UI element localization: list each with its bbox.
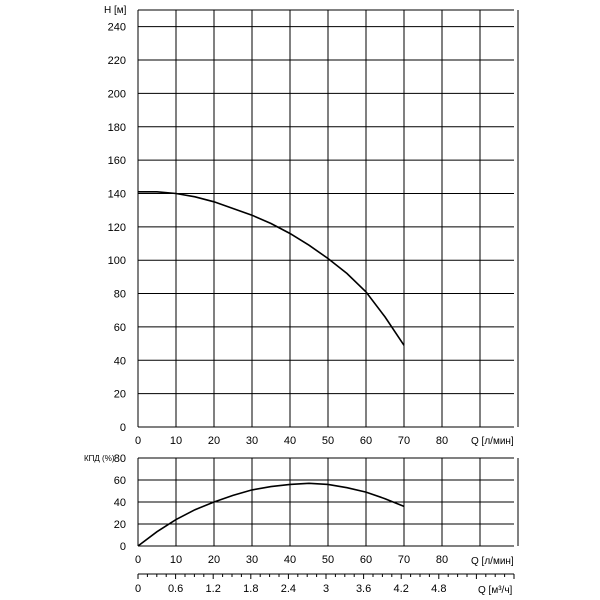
flow-axis-tick-label: 1.2 [206, 583, 221, 595]
flow-axis-tick-label: 0.6 [168, 583, 183, 595]
flow-axis-tick-label: 2.4 [281, 583, 296, 595]
efficiency-chart-curve-group [137, 482, 405, 547]
head-x-tick-label: 40 [284, 435, 296, 447]
head-x-tick-label: 20 [208, 435, 220, 447]
flow-axis-tick-label: 4.8 [431, 583, 446, 595]
head-y-tick-label: 220 [108, 55, 126, 67]
head-y-tick-label: 240 [108, 22, 126, 34]
head-y-tick-label: 120 [108, 222, 126, 234]
head-x-tick-label: 70 [398, 435, 410, 447]
head-y-tick-label: 0 [120, 422, 126, 434]
efficiency-x-tick-label: 10 [170, 554, 182, 566]
efficiency-x-tick-label: 50 [322, 554, 334, 566]
flow-axis-tick-label: 3.6 [356, 583, 371, 595]
efficiency-y-tick-label: 20 [114, 519, 126, 531]
efficiency-y-tick-label: 80 [114, 453, 126, 465]
efficiency-x-tick-label: 80 [436, 554, 448, 566]
flow-axis-tick-label: 3 [323, 583, 329, 595]
efficiency-x-axis-label: Q [л/мин] [471, 556, 514, 567]
head-y-tick-label: 160 [108, 155, 126, 167]
head-curve [138, 191, 405, 346]
head-chart-labels: 0 20 40 60 80 100 120 140 160 180 200 220 240 0 10 20 30… [108, 22, 448, 447]
efficiency-chart-grid [137, 457, 519, 547]
head-y-tick-label: 140 [108, 188, 126, 200]
efficiency-chart-labels: 0 20 40 60 80 0 10 20 30 40 50 60 70 80 [114, 453, 448, 566]
efficiency-x-tick-label: 30 [246, 554, 258, 566]
head-y-tick-label: 200 [108, 88, 126, 100]
head-x-tick-label: 10 [170, 435, 182, 447]
head-chart-curve-group [138, 191, 405, 346]
head-x-axis-label: Q [л/мин] [471, 436, 514, 447]
flow-axis-tick-label: 0 [135, 583, 141, 595]
head-x-tick-label: 50 [322, 435, 334, 447]
head-y-tick-label: 100 [108, 255, 126, 267]
flow-axis-tick-label: 4.2 [394, 583, 409, 595]
efficiency-x-tick-label: 40 [284, 554, 296, 566]
efficiency-x-tick-label: 60 [360, 554, 372, 566]
efficiency-y-axis-label: КПД (%) [84, 454, 115, 463]
efficiency-y-tick-label: 0 [120, 541, 126, 553]
efficiency-y-tick-label: 40 [114, 497, 126, 509]
head-y-tick-label: 40 [114, 355, 126, 367]
efficiency-y-tick-label: 60 [114, 475, 126, 487]
efficiency-x-tick-label: 20 [208, 554, 220, 566]
head-y-tick-label: 180 [108, 122, 126, 134]
head-x-tick-label: 0 [135, 435, 141, 447]
head-y-tick-label: 80 [114, 289, 126, 301]
efficiency-curve [137, 482, 405, 547]
head-y-axis-label: H [м] [104, 5, 127, 16]
efficiency-x-tick-label: 0 [135, 554, 141, 566]
flow-m3h-axis: 0 0.6 1.2 1.8 2.4 3 3.6 4.2 4.8 [135, 573, 515, 595]
flow-axis-tick-label: 1.8 [243, 583, 258, 595]
head-x-tick-label: 80 [436, 435, 448, 447]
head-x-tick-label: 30 [246, 435, 258, 447]
flow-m3h-axis-label-text: Q [м³/ч] [478, 585, 513, 596]
head-x-tick-label: 60 [360, 435, 372, 447]
head-chart-grid [137, 9, 519, 428]
head-y-tick-label: 20 [114, 389, 126, 401]
flow-m3h-axis-label: Q [м³/ч] [478, 585, 513, 596]
head-y-tick-label: 60 [114, 322, 126, 334]
efficiency-x-tick-label: 70 [398, 554, 410, 566]
